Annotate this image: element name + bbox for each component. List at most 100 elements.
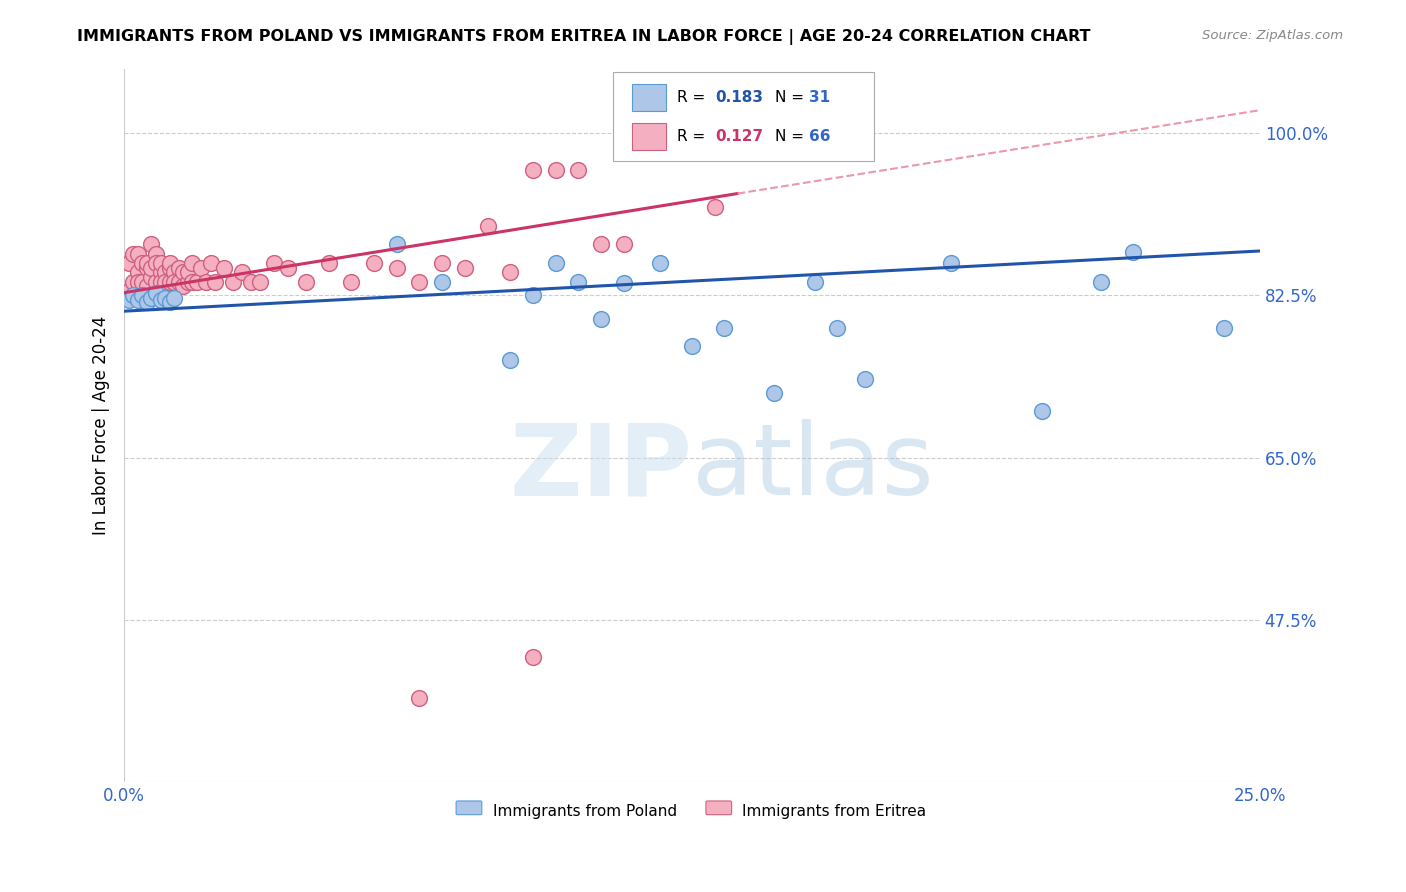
Point: [794, 126, 817, 140]
Point: [200, 256, 222, 270]
Point: [613, 277, 636, 291]
Point: [454, 260, 477, 275]
Point: [190, 260, 212, 275]
Point: [127, 246, 149, 260]
Point: [136, 294, 159, 309]
Point: [167, 275, 190, 289]
FancyBboxPatch shape: [631, 85, 666, 112]
Point: [141, 260, 163, 275]
Point: [177, 275, 200, 289]
Point: [212, 260, 235, 275]
Point: [159, 256, 181, 270]
Text: 66: 66: [808, 129, 831, 144]
Point: [363, 256, 385, 270]
Point: [159, 260, 181, 275]
Point: [939, 256, 962, 270]
Point: [408, 691, 430, 706]
Point: [122, 246, 145, 260]
Point: [522, 288, 544, 302]
Point: [131, 275, 153, 289]
Point: [240, 275, 263, 289]
Point: [1122, 244, 1144, 259]
Point: [432, 256, 454, 270]
Point: [145, 275, 167, 289]
Text: N =: N =: [775, 90, 808, 105]
Point: [803, 275, 825, 289]
Point: [613, 237, 636, 252]
Point: [762, 385, 785, 400]
Point: [136, 279, 159, 293]
Point: [263, 256, 285, 270]
Point: [385, 237, 408, 252]
Point: [127, 293, 149, 307]
Text: N =: N =: [775, 129, 808, 144]
Point: [499, 265, 522, 279]
Text: 0.183: 0.183: [714, 90, 763, 105]
Point: [522, 163, 544, 178]
Point: [122, 275, 145, 289]
Point: [153, 275, 176, 289]
Point: [149, 275, 172, 289]
Point: [149, 256, 172, 270]
Point: [681, 339, 703, 353]
Point: [703, 201, 725, 215]
Point: [153, 265, 176, 279]
Point: [141, 269, 163, 284]
Point: [567, 163, 589, 178]
Point: [145, 285, 167, 300]
Text: 0.127: 0.127: [714, 129, 763, 144]
Point: [127, 265, 149, 279]
Point: [159, 275, 181, 289]
Point: [141, 291, 163, 305]
Point: [231, 265, 253, 279]
Point: [522, 649, 544, 664]
Point: [567, 275, 589, 289]
Text: ZIP: ZIP: [509, 419, 692, 516]
Point: [145, 256, 167, 270]
Point: [131, 288, 153, 302]
Point: [249, 275, 271, 289]
Text: 31: 31: [808, 90, 830, 105]
Point: [159, 294, 181, 309]
Point: [181, 275, 204, 289]
Point: [153, 291, 176, 305]
Point: [827, 321, 849, 335]
Point: [195, 275, 218, 289]
Y-axis label: In Labor Force | Age 20-24: In Labor Force | Age 20-24: [93, 316, 110, 534]
Text: IMMIGRANTS FROM POLAND VS IMMIGRANTS FROM ERITREA IN LABOR FORCE | AGE 20-24 COR: IMMIGRANTS FROM POLAND VS IMMIGRANTS FRO…: [77, 29, 1091, 45]
Point: [385, 260, 408, 275]
Point: [163, 291, 186, 305]
FancyBboxPatch shape: [631, 123, 666, 150]
Point: [318, 256, 340, 270]
Point: [544, 256, 567, 270]
Point: [713, 321, 735, 335]
Point: [141, 237, 163, 252]
Point: [118, 256, 141, 270]
Point: [1212, 321, 1234, 335]
Point: [432, 275, 454, 289]
Point: [1031, 404, 1053, 418]
Point: [181, 256, 204, 270]
Point: [122, 288, 145, 302]
Point: [145, 246, 167, 260]
Point: [163, 265, 186, 279]
Point: [277, 260, 299, 275]
Point: [295, 275, 318, 289]
Point: [650, 256, 672, 270]
Point: [499, 353, 522, 368]
Point: [172, 265, 194, 279]
Point: [127, 275, 149, 289]
Text: R =: R =: [678, 90, 710, 105]
Point: [136, 256, 159, 270]
Text: atlas: atlas: [692, 419, 934, 516]
Point: [1090, 275, 1112, 289]
Point: [163, 275, 186, 289]
Point: [118, 293, 141, 307]
Point: [149, 293, 172, 307]
Point: [544, 163, 567, 178]
Point: [477, 219, 499, 233]
Text: Source: ZipAtlas.com: Source: ZipAtlas.com: [1202, 29, 1343, 42]
Point: [658, 126, 681, 140]
Point: [408, 275, 430, 289]
Point: [591, 311, 613, 326]
